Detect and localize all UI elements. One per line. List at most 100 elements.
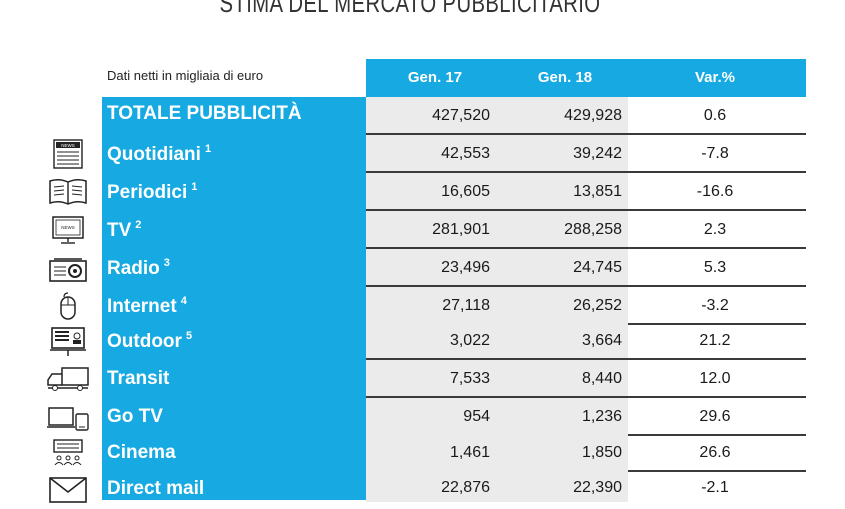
value-var: -16.6 xyxy=(696,183,734,200)
row-shade xyxy=(366,470,628,502)
row-label: Cinema xyxy=(107,442,176,464)
value-gen18: 13,851 xyxy=(573,183,622,200)
row-divider xyxy=(366,396,806,398)
column-header-gen18: Gen. 18 xyxy=(537,69,593,86)
row-label: Transit xyxy=(107,368,169,390)
cinema-icon xyxy=(46,438,90,468)
value-gen18: 429,928 xyxy=(564,107,622,124)
table-header xyxy=(366,59,806,97)
column-header-gen17: Gen. 17 xyxy=(407,69,463,86)
svg-text:NEWS: NEWS xyxy=(61,143,75,148)
value-var: 5.3 xyxy=(703,259,727,276)
units-caption: Dati netti in migliaia di euro xyxy=(107,68,264,83)
value-var: 21.2 xyxy=(699,332,731,349)
row-label: Periodici 1 xyxy=(107,181,197,204)
row-shade xyxy=(366,287,628,325)
value-gen18: 22,390 xyxy=(573,479,622,496)
table-row: Direct mail 22,876 22,390 -2.1 xyxy=(0,470,845,508)
row-shade xyxy=(366,434,628,472)
table-row: TV 2 281,901 288,258 2.3 NEWS xyxy=(0,211,845,249)
footnote-marker: 1 xyxy=(204,143,212,155)
row-label-text: Outdoor xyxy=(107,331,182,352)
value-var: 29.6 xyxy=(699,408,731,425)
value-gen17: 27,118 xyxy=(442,297,490,314)
devices-icon xyxy=(46,402,90,432)
row-divider xyxy=(366,133,806,135)
footnote-marker: 2 xyxy=(135,219,142,231)
tv-icon: NEWS xyxy=(46,215,90,245)
row-label-text: Internet xyxy=(107,296,177,317)
table-row: Internet 4 27,118 26,252 -3.2 xyxy=(0,287,845,325)
value-gen17: 23,496 xyxy=(441,259,490,276)
value-var: 2.3 xyxy=(703,221,727,238)
row-label-text: Radio xyxy=(107,258,160,279)
value-gen17: 16,605 xyxy=(441,183,490,200)
table-row: Outdoor 5 3,022 3,664 21.2 xyxy=(0,322,845,360)
row-label: Internet 4 xyxy=(107,295,187,318)
row-label: Outdoor 5 xyxy=(107,330,192,353)
value-gen18: 24,745 xyxy=(573,259,622,276)
value-gen18: 1,850 xyxy=(581,444,622,461)
row-divider xyxy=(366,209,806,211)
row-shade xyxy=(366,135,628,173)
value-var: -3.2 xyxy=(701,297,729,314)
row-divider xyxy=(366,171,806,173)
row-shade xyxy=(366,322,628,360)
value-var: -7.8 xyxy=(701,145,729,162)
footnote-marker: 4 xyxy=(180,295,187,307)
page-title: STIMA DEL MERCATO PUBBLICITARIO xyxy=(219,0,601,18)
value-gen17: 22,876 xyxy=(441,479,490,496)
value-gen17: 42,553 xyxy=(441,145,490,162)
newspaper-icon: NEWS xyxy=(46,139,90,169)
row-divider xyxy=(366,247,806,249)
row-label-text: Go TV xyxy=(107,406,163,427)
value-gen18: 26,252 xyxy=(573,297,622,314)
row-label-text: TV xyxy=(107,220,132,241)
row-label-text: Periodici xyxy=(107,182,188,203)
row-shade xyxy=(366,97,628,135)
value-gen17: 1,461 xyxy=(449,444,490,461)
value-gen17: 281,901 xyxy=(432,221,490,238)
row-label-text: Direct mail xyxy=(107,478,205,499)
table-row: Periodici 1 16,605 13,851 -16.6 xyxy=(0,173,845,211)
row-label: Go TV xyxy=(107,406,163,428)
footnote-marker: 3 xyxy=(163,257,170,269)
table-row: Transit 7,533 8,440 12.0 xyxy=(0,360,845,398)
value-gen18: 39,242 xyxy=(573,145,622,162)
row-label: Radio 3 xyxy=(107,257,170,280)
value-var: -2.1 xyxy=(701,479,729,496)
truck-icon xyxy=(46,364,90,394)
table-row: Quotidiani 1 42,553 39,242 -7.8 NEWS xyxy=(0,135,845,173)
row-shade xyxy=(366,249,628,287)
row-shade xyxy=(366,173,628,211)
radio-icon xyxy=(46,253,90,283)
value-gen17: 954 xyxy=(463,408,490,425)
value-var: 26.6 xyxy=(699,444,731,461)
value-gen17: 3,022 xyxy=(449,332,490,349)
table-row: TOTALE PUBBLICITÀ 427,520 429,928 0.6 xyxy=(0,97,845,135)
row-shade xyxy=(366,360,628,398)
value-var: 0.6 xyxy=(703,107,727,124)
label-column xyxy=(102,97,366,500)
value-gen17: 427,520 xyxy=(432,107,490,124)
row-label: Quotidiani 1 xyxy=(107,143,211,166)
row-label-text: Transit xyxy=(107,368,170,389)
row-label-text: TOTALE PUBBLICITÀ xyxy=(107,103,302,124)
value-gen18: 8,440 xyxy=(581,370,622,387)
mouse-icon xyxy=(46,291,90,321)
footnote-marker: 1 xyxy=(191,181,198,193)
row-label: TV 2 xyxy=(107,219,141,242)
svg-text:NEWS: NEWS xyxy=(61,225,75,230)
column-header-var: Var.% xyxy=(694,69,736,86)
magazine-icon xyxy=(46,177,90,207)
row-label: Direct mail xyxy=(107,478,204,500)
row-label-text: Cinema xyxy=(107,442,176,463)
row-label-text: Quotidiani xyxy=(107,144,201,165)
value-var: 12.0 xyxy=(699,370,731,387)
value-gen18: 3,664 xyxy=(581,332,622,349)
billboard-icon xyxy=(46,326,90,356)
row-divider xyxy=(366,358,806,360)
row-label: TOTALE PUBBLICITÀ xyxy=(107,103,302,125)
value-gen18: 1,236 xyxy=(581,408,622,425)
footnote-marker: 5 xyxy=(185,330,193,342)
